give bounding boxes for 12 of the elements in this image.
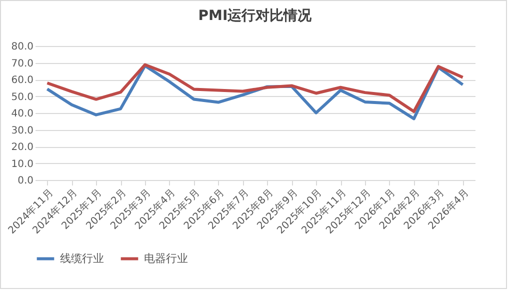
y-tick-label: 50.0 xyxy=(11,92,34,103)
legend-label: 线缆行业 xyxy=(60,252,104,265)
y-tick-label: 40.0 xyxy=(11,108,34,120)
chart-title: PMI运行对比情况 xyxy=(198,8,313,24)
y-tick-label: 60.0 xyxy=(11,75,34,86)
y-tick-label: 30.0 xyxy=(11,125,34,136)
y-tick-label: 70.0 xyxy=(11,58,34,70)
y-tick-label: 0.0 xyxy=(18,176,34,186)
y-tick-label: 10.0 xyxy=(11,158,34,170)
legend-label: 电器行业 xyxy=(144,252,188,265)
y-tick-label: 80.0 xyxy=(11,42,34,52)
y-tick-label: 20.0 xyxy=(11,142,34,153)
